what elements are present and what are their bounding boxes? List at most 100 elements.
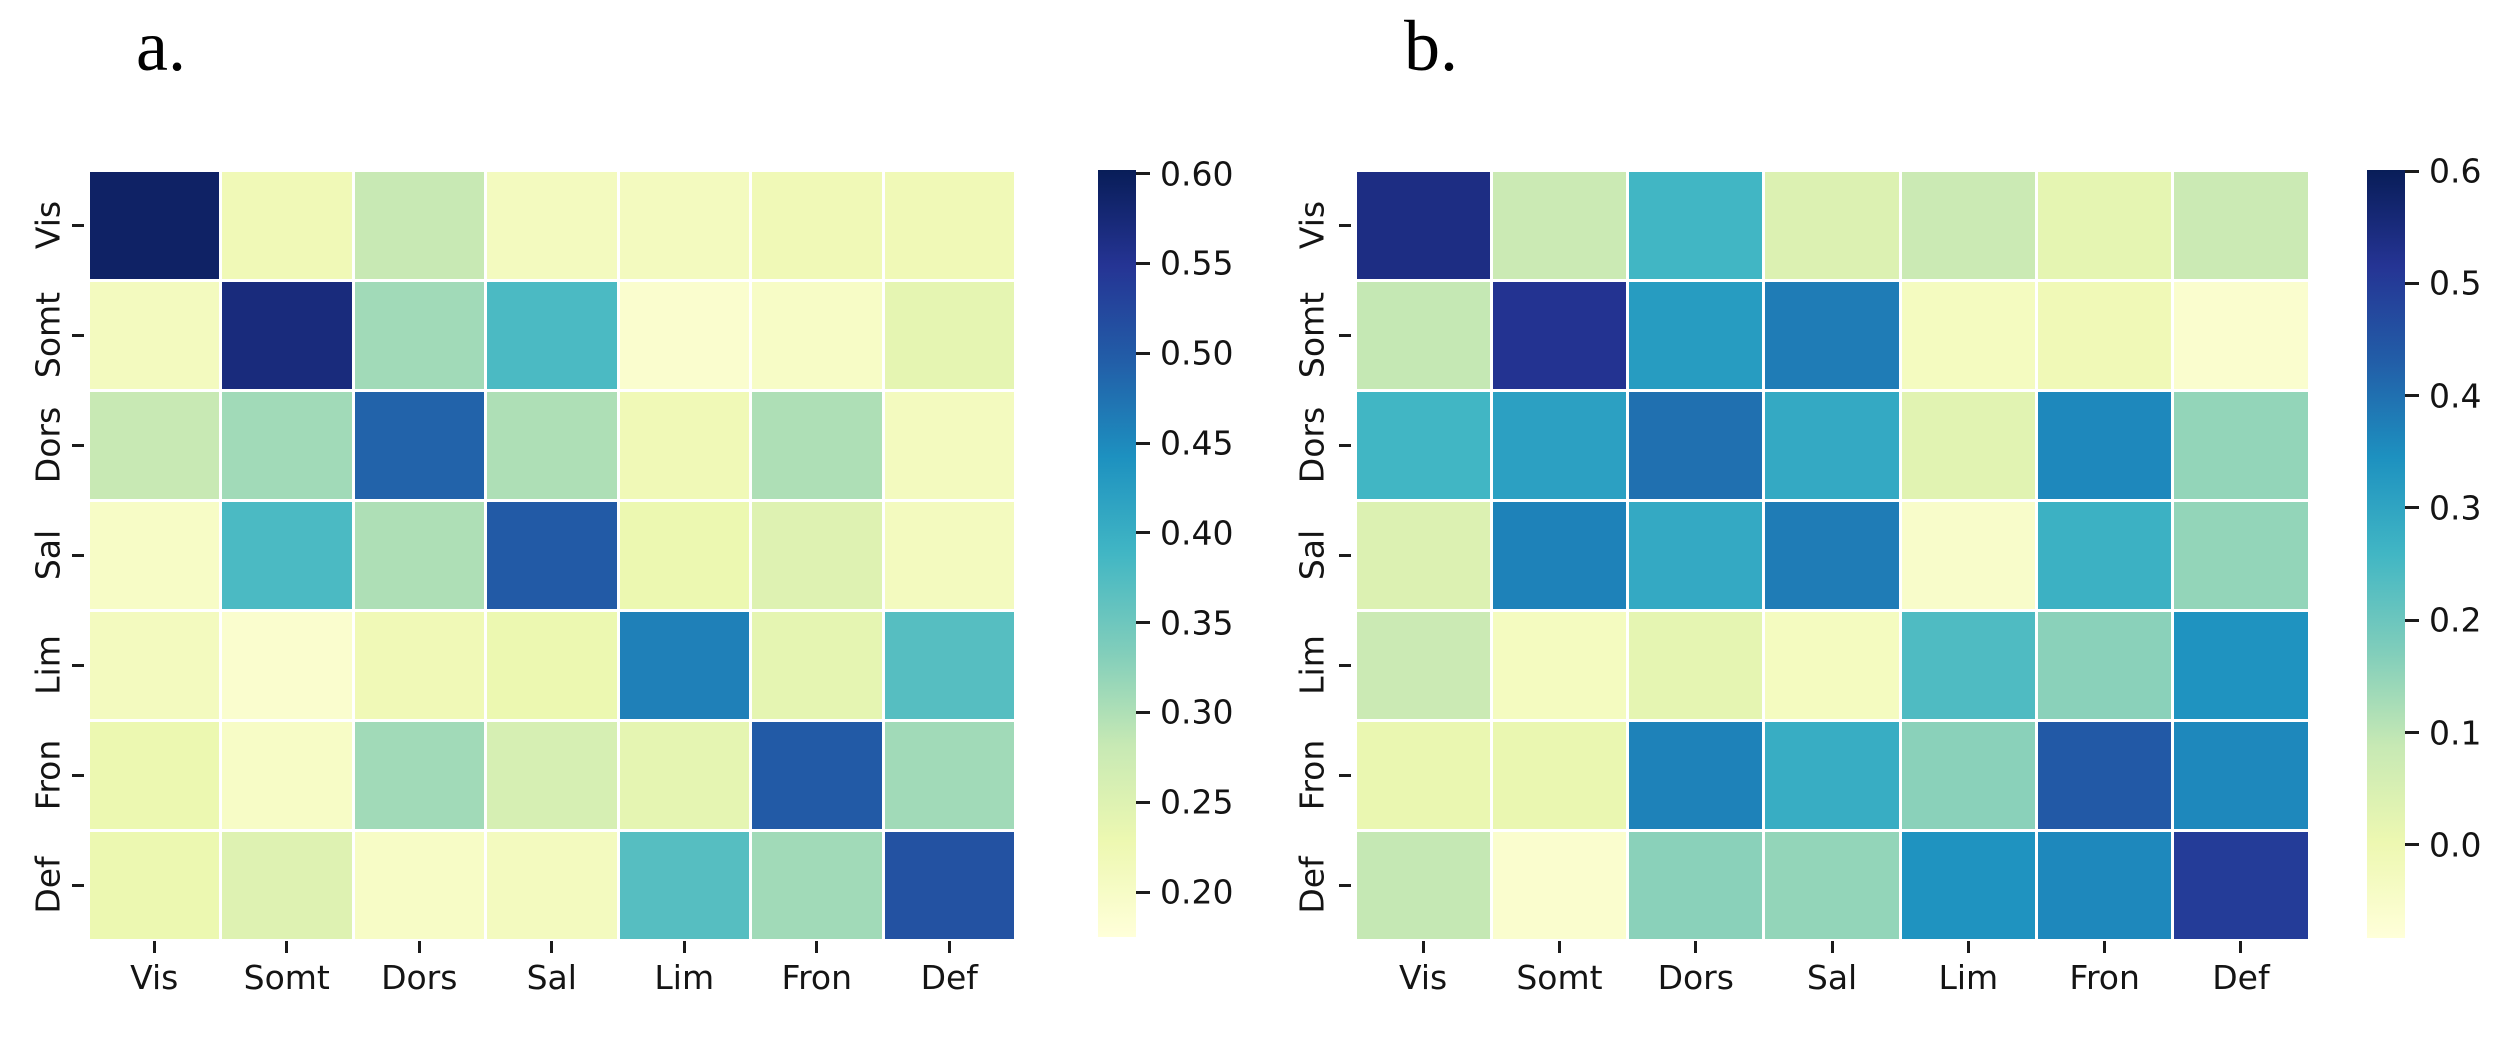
heatmap-cell-Fron-Lim [619, 721, 749, 829]
heatmap-cell-Def-Somt [222, 831, 352, 939]
heatmap-cell-Def-Dors [354, 831, 484, 939]
colorbar-b [2367, 170, 2405, 938]
heatmap-cell-Dors-Sal [1765, 391, 1899, 499]
y-tick [72, 663, 84, 667]
heatmap-cell-Somt-Fron [752, 281, 882, 389]
x-tick [285, 941, 289, 953]
y-axis-label-Fron: Fron [1292, 739, 1332, 811]
x-tick [417, 941, 421, 953]
heatmap-b [1355, 170, 2309, 940]
colorbar-tick-label: 0.3 [2429, 488, 2482, 528]
x-tick [1557, 941, 1561, 953]
heatmap-cell-Dors-Lim [619, 391, 749, 499]
y-tick [1339, 663, 1351, 667]
x-axis-label-Somt: Somt [243, 958, 330, 997]
colorbar-tick-label: 0.25 [1160, 782, 1234, 822]
heatmap-cell-Lim-Dors [354, 611, 484, 719]
x-axis-label-Def: Def [2212, 958, 2270, 997]
heatmap-cell-Dors-Vis [1356, 391, 1490, 499]
heatmap-cell-Vis-Dors [1629, 171, 1763, 279]
colorbar-tick-label: 0.0 [2429, 825, 2482, 865]
heatmap-cell-Lim-Somt [1492, 611, 1627, 719]
heatmap-cell-Dors-Vis [89, 391, 219, 499]
x-axis-label-Lim: Lim [1938, 958, 1999, 997]
y-axis-label-Somt: Somt [28, 291, 68, 379]
heatmap-cell-Sal-Somt [222, 501, 352, 609]
x-tick [1966, 941, 1970, 953]
x-tick [2239, 941, 2243, 953]
colorbar-tick [2405, 394, 2419, 398]
heatmap-cell-Def-Def [2174, 831, 2308, 939]
heatmap-cell-Def-Somt [1492, 831, 1627, 939]
heatmap-cell-Somt-Somt [222, 281, 352, 389]
y-tick [1339, 333, 1351, 337]
x-axis-label-Sal: Sal [526, 958, 577, 997]
colorbar-tick [2405, 843, 2419, 847]
heatmap-cell-Vis-Lim [619, 171, 749, 279]
heatmap-cell-Lim-Somt [222, 611, 352, 719]
heatmap-cell-Somt-Def [2174, 281, 2308, 389]
x-axis-label-Dors: Dors [1657, 958, 1734, 997]
y-axis-label-Lim: Lim [28, 635, 68, 695]
heatmap-cell-Fron-Dors [1629, 721, 1763, 829]
x-axis-label-Dors: Dors [381, 958, 458, 997]
heatmap-cell-Sal-Dors [354, 501, 484, 609]
y-tick [1339, 443, 1351, 447]
heatmap-cell-Dors-Fron [752, 391, 882, 499]
heatmap-cell-Somt-Def [884, 281, 1014, 389]
colorbar-tick [1136, 621, 1150, 625]
colorbar-tick [2405, 618, 2419, 622]
x-tick [682, 941, 686, 953]
heatmap-cell-Dors-Fron [2038, 391, 2172, 499]
heatmap-cell-Vis-Lim [1901, 171, 2035, 279]
y-tick [72, 883, 84, 887]
y-axis-label-Vis: Vis [28, 200, 68, 250]
y-tick [1339, 773, 1351, 777]
y-axis-label-Somt: Somt [1292, 291, 1332, 379]
heatmap-cell-Dors-Lim [1901, 391, 2035, 499]
y-axis-label-Def: Def [1292, 856, 1332, 914]
heatmap-cell-Vis-Somt [1492, 171, 1627, 279]
x-axis-label-Lim: Lim [654, 958, 715, 997]
heatmap-cell-Fron-Fron [752, 721, 882, 829]
y-axis-label-Def: Def [28, 856, 68, 914]
heatmap-cell-Sal-Sal [487, 501, 617, 609]
heatmap-cell-Def-Sal [1765, 831, 1899, 939]
heatmap-cell-Somt-Dors [1629, 281, 1763, 389]
heatmap-a [88, 170, 1016, 940]
colorbar-tick-label: 0.35 [1160, 603, 1234, 643]
x-tick [550, 941, 554, 953]
heatmap-cell-Vis-Fron [2038, 171, 2172, 279]
heatmap-cell-Def-Fron [2038, 831, 2172, 939]
heatmap-cell-Somt-Sal [487, 281, 617, 389]
x-tick [1421, 941, 1425, 953]
heatmap-cell-Lim-Lim [619, 611, 749, 719]
panel-b-label: b. [1404, 6, 1458, 86]
heatmap-cell-Vis-Vis [89, 171, 219, 279]
colorbar-tick [1136, 351, 1150, 355]
colorbar-tick-label: 0.5 [2429, 263, 2482, 303]
heatmap-cell-Sal-Def [884, 501, 1014, 609]
heatmap-cell-Lim-Fron [2038, 611, 2172, 719]
panel-a-label: a. [136, 6, 186, 86]
colorbar-tick [1136, 531, 1150, 535]
colorbar-a [1098, 170, 1136, 937]
heatmap-cell-Fron-Fron [2038, 721, 2172, 829]
colorbar-tick-label: 0.55 [1160, 243, 1234, 283]
heatmap-cell-Sal-Fron [2038, 501, 2172, 609]
heatmap-cell-Fron-Def [884, 721, 1014, 829]
y-tick [72, 773, 84, 777]
colorbar-tick-label: 0.4 [2429, 376, 2482, 416]
heatmap-cell-Fron-Lim [1901, 721, 2035, 829]
heatmap-cell-Dors-Sal [487, 391, 617, 499]
y-tick [1339, 553, 1351, 557]
heatmap-cell-Dors-Dors [354, 391, 484, 499]
colorbar-tick-label: 0.30 [1160, 692, 1234, 732]
heatmap-cell-Fron-Sal [1765, 721, 1899, 829]
colorbar-tick-label: 0.20 [1160, 872, 1234, 912]
heatmap-cell-Fron-Vis [1356, 721, 1490, 829]
heatmap-cell-Sal-Def [2174, 501, 2308, 609]
y-tick [72, 333, 84, 337]
colorbar-tick [1136, 890, 1150, 894]
colorbar-tick [1136, 710, 1150, 714]
